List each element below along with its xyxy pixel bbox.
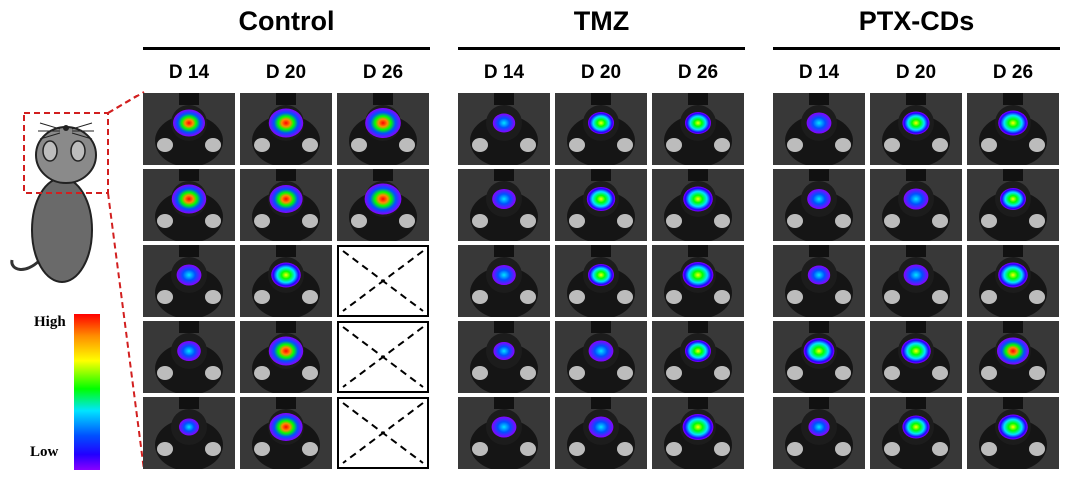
bioluminescence-image [143, 245, 235, 317]
bioluminescence-image [652, 321, 744, 393]
bioluminescence-image [555, 93, 647, 165]
bioluminescence-image [240, 397, 332, 469]
bioluminescence-image [458, 93, 550, 165]
bioluminescence-image [143, 93, 235, 165]
mouse-diagram [0, 90, 150, 300]
zoom-leader-lines [107, 91, 145, 471]
bioluminescence-image [337, 169, 429, 241]
bioluminescence-image [652, 245, 744, 317]
bioluminescence-image [967, 169, 1059, 241]
colorbar-gradient [74, 314, 100, 470]
deceased-panel [337, 321, 429, 393]
deceased-panel [337, 245, 429, 317]
bioluminescence-image [773, 397, 865, 469]
bioluminescence-image [337, 93, 429, 165]
bioluminescence-image [773, 321, 865, 393]
bioluminescence-image [870, 245, 962, 317]
group-title: Control [238, 6, 335, 36]
bioluminescence-image [555, 245, 647, 317]
bioluminescence-image [967, 321, 1059, 393]
bioluminescence-image [652, 93, 744, 165]
bioluminescence-image [773, 169, 865, 241]
bioluminescence-image [870, 397, 962, 469]
day-label: D 20 [580, 62, 622, 83]
bioluminescence-image [143, 321, 235, 393]
day-label: D 26 [992, 62, 1034, 83]
bioluminescence-image [773, 245, 865, 317]
deceased-panel [337, 397, 429, 469]
bioluminescence-image [143, 169, 235, 241]
bioluminescence-image [458, 397, 550, 469]
group-title: TMZ [573, 6, 630, 36]
colorbar: High Low [20, 310, 120, 470]
day-label: D 20 [895, 62, 937, 83]
group-title: PTX-CDs [858, 6, 975, 36]
group-rule [458, 47, 745, 50]
bioluminescence-image [967, 93, 1059, 165]
day-label: D 26 [677, 62, 719, 83]
colorbar-high-label: High [34, 314, 66, 330]
day-label: D 14 [483, 62, 525, 83]
day-label: D 20 [265, 62, 307, 83]
bioluminescence-image [652, 397, 744, 469]
group-rule [143, 47, 430, 50]
bioluminescence-image [870, 169, 962, 241]
bioluminescence-image [240, 169, 332, 241]
bioluminescence-image [240, 321, 332, 393]
bioluminescence-image [240, 93, 332, 165]
bioluminescence-image [458, 245, 550, 317]
day-label: D 14 [798, 62, 840, 83]
bioluminescence-image [967, 397, 1059, 469]
bioluminescence-image [555, 169, 647, 241]
bioluminescence-image [555, 321, 647, 393]
day-label: D 26 [362, 62, 404, 83]
bioluminescence-image [240, 245, 332, 317]
colorbar-low-label: Low [30, 444, 59, 460]
bioluminescence-image [143, 397, 235, 469]
group-rule [773, 47, 1060, 50]
bioluminescence-image [652, 169, 744, 241]
bioluminescence-image [870, 93, 962, 165]
bioluminescence-image [967, 245, 1059, 317]
bioluminescence-image [870, 321, 962, 393]
bioluminescence-image [555, 397, 647, 469]
bioluminescence-image [458, 321, 550, 393]
day-label: D 14 [168, 62, 210, 83]
bioluminescence-image [458, 169, 550, 241]
bioluminescence-image [773, 93, 865, 165]
